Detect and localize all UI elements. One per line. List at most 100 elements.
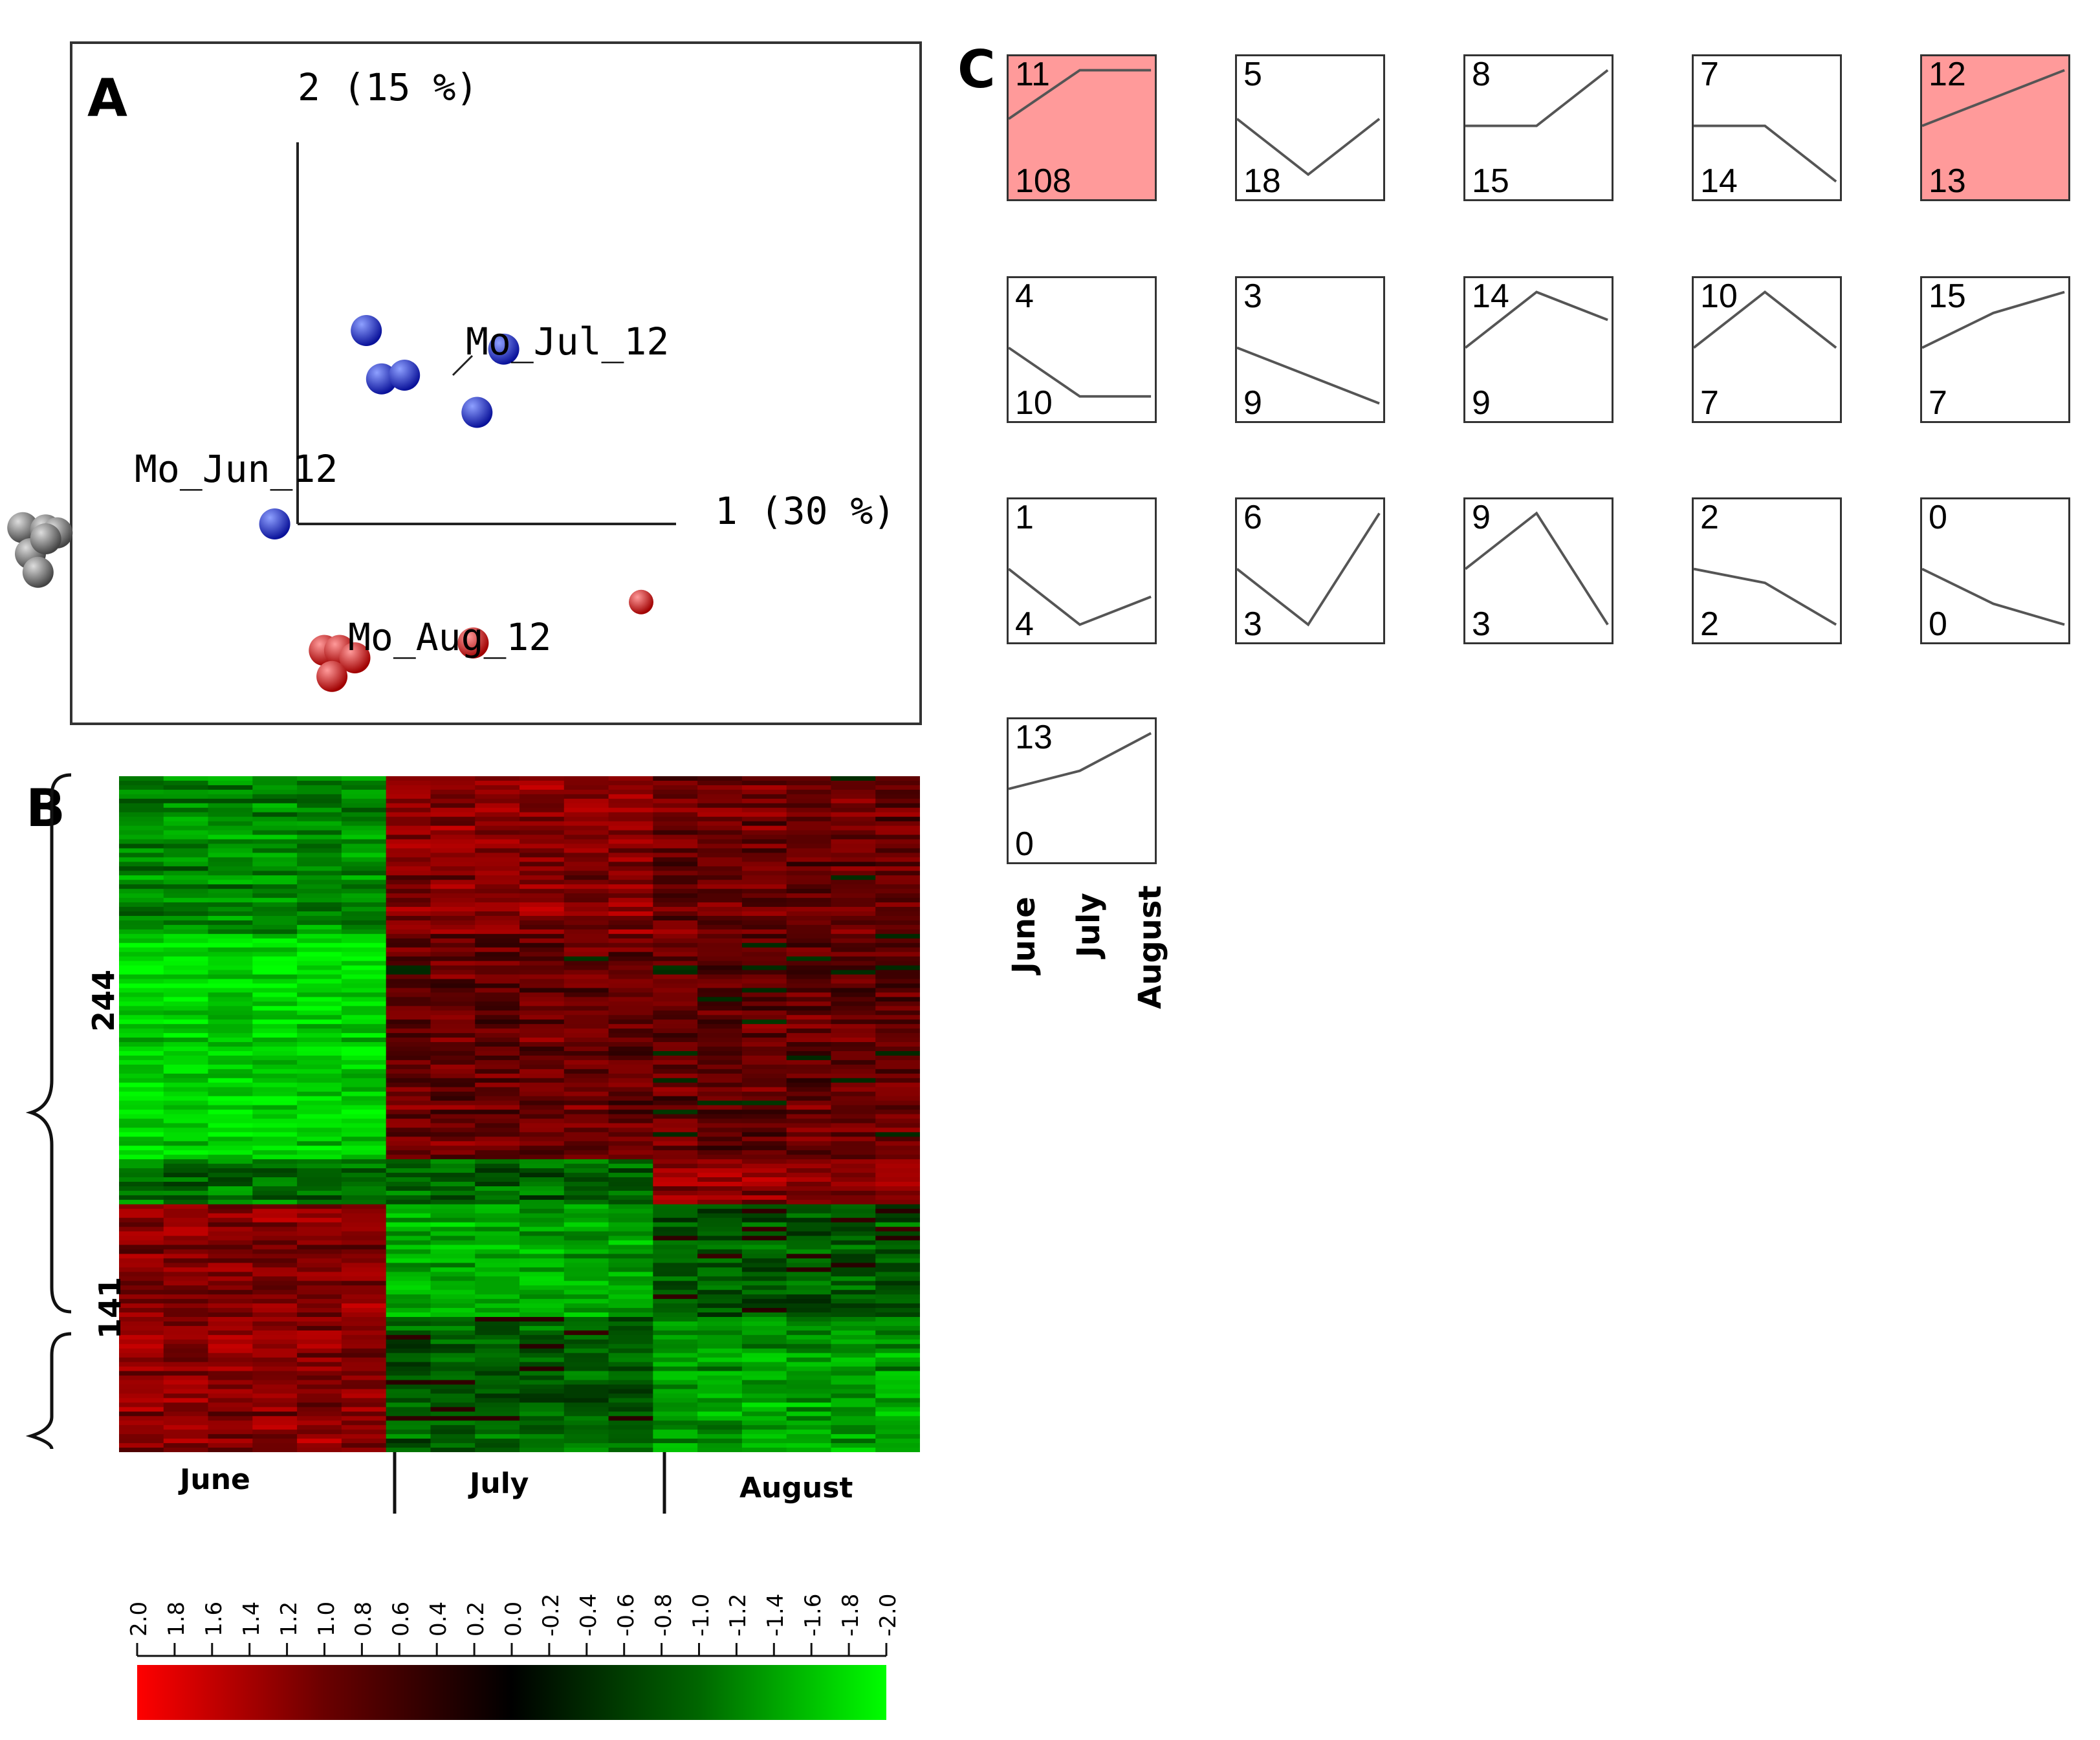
heatmap-cell [520, 1199, 565, 1205]
heatmap-cell [163, 871, 209, 876]
heatmap-cell [119, 1204, 164, 1210]
heatmap-cell [831, 857, 876, 862]
heatmap-cell [875, 1064, 920, 1070]
heatmap-cell [386, 1182, 432, 1187]
heatmap-cell [297, 1425, 342, 1430]
profile-line [1236, 512, 1381, 627]
heatmap-cell [786, 1267, 832, 1272]
heatmap-cell [119, 812, 164, 818]
heatmap-cell [786, 1425, 832, 1430]
heatmap-cell [608, 1190, 653, 1196]
heatmap-cell [563, 1362, 609, 1367]
heatmap-cell [208, 1173, 253, 1178]
heatmap-cell [697, 839, 743, 845]
heatmap-cell [697, 1096, 743, 1102]
heatmap-cell [875, 1150, 920, 1155]
heatmap-cell [386, 875, 432, 880]
heatmap-cell [653, 988, 698, 993]
heatmap-cell [786, 857, 832, 862]
heatmap-cell [520, 1195, 565, 1201]
heatmap-cell [341, 1168, 387, 1173]
heatmap-cell [786, 1330, 832, 1336]
heatmap-cell [831, 947, 876, 953]
heatmap-cell [520, 974, 565, 980]
heatmap-cell [252, 929, 298, 935]
heatmap-cell [163, 1127, 209, 1133]
heatmap-cell [119, 1042, 164, 1047]
heatmap-cell [653, 1389, 698, 1395]
heatmap-cell [520, 924, 565, 930]
heatmap-cell [697, 929, 743, 935]
heatmap-cell [608, 1019, 653, 1025]
heatmap-cell [163, 1258, 209, 1263]
heatmap-cell [252, 979, 298, 984]
heatmap-cell [653, 857, 698, 862]
heatmap-cell [563, 1028, 609, 1034]
heatmap-cell [875, 1213, 920, 1219]
profile-line [1236, 118, 1381, 177]
profile-gene-count: 108 [1015, 162, 1071, 200]
heatmap-cell [786, 1024, 832, 1029]
heatmap-cell [252, 1299, 298, 1304]
heatmap-cell [831, 983, 876, 989]
heatmap-cell [608, 907, 653, 912]
heatmap-cell [475, 1393, 520, 1398]
heatmap-cell [430, 983, 476, 989]
heatmap-cell [430, 1150, 476, 1155]
heatmap-cell [252, 1254, 298, 1259]
heatmap-cell [297, 816, 342, 822]
heatmap-cell [520, 1235, 565, 1241]
heatmap-cell [297, 1006, 342, 1011]
heatmap-cell [875, 902, 920, 908]
heatmap-cell [563, 843, 609, 849]
heatmap-cell [697, 834, 743, 840]
heatmap-cell [831, 821, 876, 827]
heatmap-cell [386, 825, 432, 831]
heatmap-cell [653, 1047, 698, 1052]
heatmap-cell [875, 1334, 920, 1340]
heatmap-cell [653, 1362, 698, 1367]
heatmap-cell [341, 1182, 387, 1187]
heatmap-cell [563, 785, 609, 790]
heatmap-cell [208, 1222, 253, 1228]
heatmap-cell [653, 1123, 698, 1128]
heatmap-cell [520, 1343, 565, 1349]
heatmap-cell [163, 1132, 209, 1137]
heatmap-cell [831, 1150, 876, 1155]
heatmap-cell [786, 884, 832, 889]
heatmap-cell [386, 1159, 432, 1164]
heatmap-cell [653, 1312, 698, 1318]
heatmap-cell [297, 915, 342, 921]
heatmap-cell [208, 825, 253, 831]
heatmap-cell [520, 807, 565, 813]
heatmap-cell [208, 862, 253, 867]
heatmap-cell [386, 884, 432, 889]
heatmap-cell [875, 1371, 920, 1376]
heatmap-cell [208, 938, 253, 944]
heatmap-cell [741, 780, 787, 786]
heatmap-cell [653, 1240, 698, 1246]
heatmap-cell [741, 1222, 787, 1228]
heatmap-cell [786, 1096, 832, 1102]
heatmap-cell [697, 907, 743, 912]
heatmap-cell [831, 1285, 876, 1290]
heatmap-cell [741, 933, 787, 939]
heatmap-cell [697, 1380, 743, 1386]
heatmap-cell [430, 825, 476, 831]
heatmap-cell [653, 1177, 698, 1182]
heatmap-cell [386, 1290, 432, 1295]
heatmap-cell [163, 902, 209, 908]
heatmap-cell [119, 1050, 164, 1056]
heatmap-cell [653, 1033, 698, 1038]
heatmap-cell [697, 1294, 743, 1300]
heatmap-cell [608, 1204, 653, 1210]
heatmap-cell [386, 1276, 432, 1281]
heatmap-cell [608, 1267, 653, 1272]
heatmap-cell [208, 812, 253, 818]
heatmap-cell [653, 812, 698, 818]
heatmap-cell [520, 1420, 565, 1426]
heatmap-cell [831, 789, 876, 795]
heatmap-cell [252, 1038, 298, 1043]
colorbar-tick-label: 1.4 [238, 1601, 265, 1637]
heatmap-cell [119, 889, 164, 894]
